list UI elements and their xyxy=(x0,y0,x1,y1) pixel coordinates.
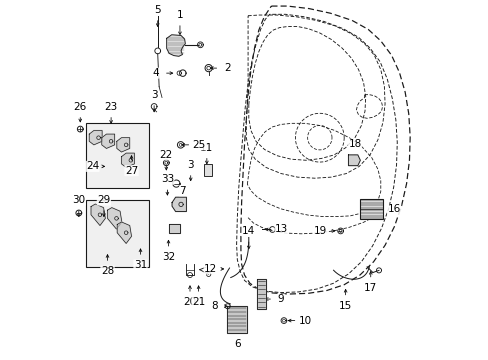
Polygon shape xyxy=(169,224,180,233)
Text: 6: 6 xyxy=(234,339,241,349)
Text: 17: 17 xyxy=(364,283,377,293)
Text: 3: 3 xyxy=(187,160,194,170)
Polygon shape xyxy=(121,153,134,167)
Text: 3: 3 xyxy=(150,90,157,100)
Text: 5: 5 xyxy=(154,5,161,15)
Text: 11: 11 xyxy=(200,143,213,153)
Text: 25: 25 xyxy=(192,140,205,150)
Text: 30: 30 xyxy=(72,195,85,205)
Polygon shape xyxy=(172,197,186,212)
Text: 24: 24 xyxy=(86,161,99,171)
Text: 19: 19 xyxy=(314,226,327,236)
Polygon shape xyxy=(117,138,129,152)
Text: 9: 9 xyxy=(277,294,284,304)
Text: 31: 31 xyxy=(134,260,147,270)
Text: 26: 26 xyxy=(74,102,87,112)
Polygon shape xyxy=(166,35,185,56)
Text: 15: 15 xyxy=(338,301,351,311)
Text: 23: 23 xyxy=(104,102,118,112)
Text: 22: 22 xyxy=(160,150,173,160)
Text: 18: 18 xyxy=(347,139,361,149)
Polygon shape xyxy=(91,204,105,226)
Text: 10: 10 xyxy=(298,316,311,325)
Text: 13: 13 xyxy=(275,225,288,234)
Bar xyxy=(360,199,383,220)
Text: 12: 12 xyxy=(204,264,217,274)
Text: 21: 21 xyxy=(192,297,205,307)
Text: 14: 14 xyxy=(242,226,255,236)
Text: 33: 33 xyxy=(161,174,174,184)
Polygon shape xyxy=(348,155,360,166)
Polygon shape xyxy=(102,134,115,148)
Bar xyxy=(86,123,149,188)
Polygon shape xyxy=(89,131,102,145)
Polygon shape xyxy=(226,306,246,333)
Polygon shape xyxy=(107,208,122,229)
Text: 32: 32 xyxy=(162,252,175,262)
Polygon shape xyxy=(117,222,131,243)
Text: 8: 8 xyxy=(211,301,217,311)
Text: 20: 20 xyxy=(183,297,196,307)
Text: 29: 29 xyxy=(97,195,110,205)
Bar xyxy=(86,200,149,267)
Text: 4: 4 xyxy=(152,68,159,78)
Text: 27: 27 xyxy=(124,166,138,176)
Bar xyxy=(204,163,211,176)
Text: 7: 7 xyxy=(179,186,186,196)
Text: 16: 16 xyxy=(386,204,400,215)
Polygon shape xyxy=(257,279,265,309)
Text: 2: 2 xyxy=(224,63,230,73)
Text: 1: 1 xyxy=(176,10,183,20)
Text: 28: 28 xyxy=(101,266,114,276)
